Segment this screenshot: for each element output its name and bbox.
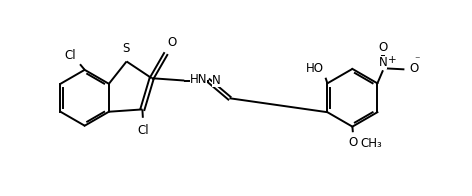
Text: O: O	[379, 41, 388, 54]
Text: HO: HO	[306, 62, 324, 75]
Text: O: O	[409, 62, 418, 75]
Text: O: O	[349, 136, 358, 149]
Text: N: N	[379, 56, 388, 69]
Text: HN: HN	[190, 73, 207, 86]
Text: CH₃: CH₃	[361, 137, 382, 150]
Text: N: N	[212, 74, 221, 87]
Text: S: S	[122, 42, 130, 55]
Text: O: O	[168, 36, 177, 49]
Text: ⁻: ⁻	[414, 56, 420, 66]
Text: Cl: Cl	[65, 49, 76, 62]
Text: Cl: Cl	[137, 124, 149, 137]
Text: +: +	[388, 55, 397, 65]
